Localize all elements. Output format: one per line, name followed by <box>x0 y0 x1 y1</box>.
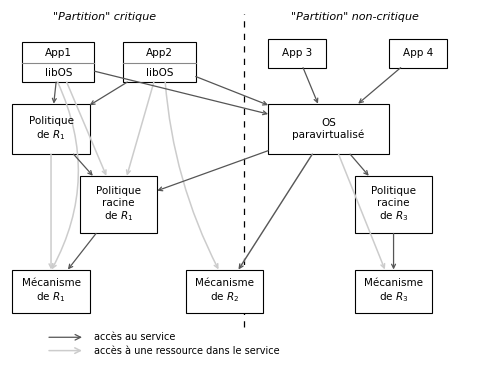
FancyArrowPatch shape <box>339 154 385 268</box>
FancyArrowPatch shape <box>359 68 401 103</box>
FancyArrowPatch shape <box>91 82 127 104</box>
Text: App 3: App 3 <box>282 48 312 58</box>
Text: OS
paravirtualisé: OS paravirtualisé <box>292 118 365 140</box>
FancyArrowPatch shape <box>69 234 96 268</box>
Bar <box>123 42 196 82</box>
Text: "Partition" critique: "Partition" critique <box>53 12 156 22</box>
Bar <box>80 176 157 234</box>
Bar <box>22 42 95 82</box>
Text: App1: App1 <box>45 48 72 58</box>
FancyArrowPatch shape <box>53 82 79 268</box>
Bar <box>268 104 389 154</box>
FancyArrowPatch shape <box>95 71 267 115</box>
FancyArrowPatch shape <box>49 154 53 268</box>
Text: libOS: libOS <box>44 68 72 78</box>
Text: Politique
racine
de $R_3$: Politique racine de $R_3$ <box>371 186 416 223</box>
FancyArrowPatch shape <box>67 82 106 174</box>
FancyArrowPatch shape <box>303 68 318 102</box>
Bar <box>389 39 447 68</box>
Text: "Partition" non-critique: "Partition" non-critique <box>291 12 419 22</box>
FancyArrowPatch shape <box>52 82 56 102</box>
FancyArrowPatch shape <box>159 151 268 191</box>
Text: App 4: App 4 <box>403 48 433 58</box>
Text: App2: App2 <box>146 48 173 58</box>
Text: accès à une ressource dans le service: accès à une ressource dans le service <box>95 346 280 356</box>
FancyArrowPatch shape <box>165 82 218 268</box>
Text: Politique
racine
de $R_1$: Politique racine de $R_1$ <box>96 186 141 223</box>
FancyArrowPatch shape <box>350 154 368 175</box>
Text: Politique
de $R_1$: Politique de $R_1$ <box>28 116 74 142</box>
Bar <box>12 104 90 154</box>
FancyArrowPatch shape <box>239 154 312 268</box>
Text: accès au service: accès au service <box>95 332 176 342</box>
Text: Mécanisme
de $R_1$: Mécanisme de $R_1$ <box>21 278 81 304</box>
Text: libOS: libOS <box>146 68 173 78</box>
FancyArrowPatch shape <box>196 76 267 105</box>
Bar <box>186 269 264 313</box>
FancyArrowPatch shape <box>126 82 154 174</box>
Bar <box>355 269 432 313</box>
Bar <box>355 176 432 234</box>
FancyArrowPatch shape <box>74 154 92 175</box>
Bar <box>268 39 326 68</box>
Text: Mécanisme
de $R_2$: Mécanisme de $R_2$ <box>195 278 254 304</box>
Text: Mécanisme
de $R_3$: Mécanisme de $R_3$ <box>364 278 423 304</box>
FancyArrowPatch shape <box>391 234 395 268</box>
FancyArrowPatch shape <box>240 154 312 268</box>
Bar <box>12 269 90 313</box>
